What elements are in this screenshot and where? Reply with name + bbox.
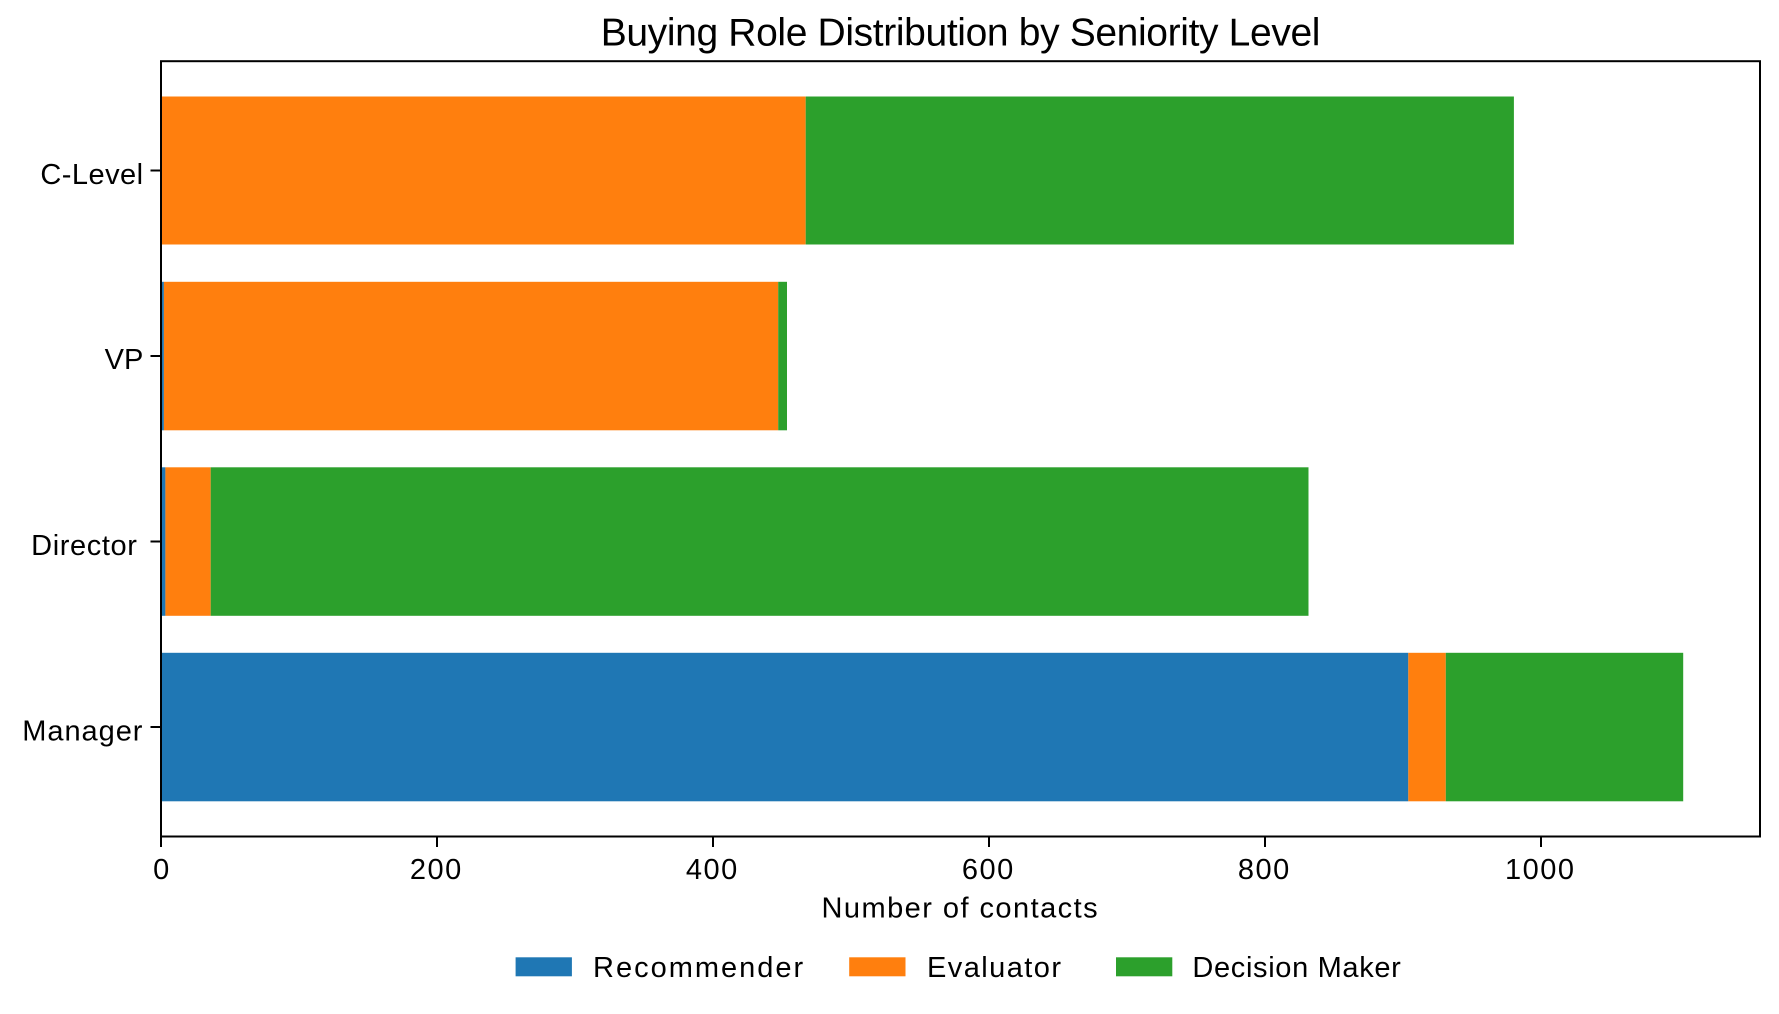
svg-text:600: 600 bbox=[962, 854, 1015, 886]
svg-text:C-Level: C-Level bbox=[40, 159, 143, 191]
svg-text:1000: 1000 bbox=[1505, 854, 1576, 886]
svg-text:Decision Maker: Decision Maker bbox=[1192, 952, 1401, 984]
svg-text:0: 0 bbox=[153, 854, 169, 886]
svg-text:Director: Director bbox=[31, 530, 137, 562]
svg-text:400: 400 bbox=[686, 854, 739, 886]
svg-text:800: 800 bbox=[1238, 854, 1291, 886]
svg-text:Buying Role Distribution by Se: Buying Role Distribution by Seniority Le… bbox=[601, 12, 1320, 55]
svg-text:Evaluator: Evaluator bbox=[927, 952, 1062, 984]
svg-text:200: 200 bbox=[410, 854, 463, 886]
svg-text:Number of contacts: Number of contacts bbox=[822, 893, 1100, 925]
svg-text:Recommender: Recommender bbox=[593, 952, 805, 984]
svg-text:VP: VP bbox=[105, 344, 144, 376]
svg-text:Manager: Manager bbox=[22, 716, 143, 748]
